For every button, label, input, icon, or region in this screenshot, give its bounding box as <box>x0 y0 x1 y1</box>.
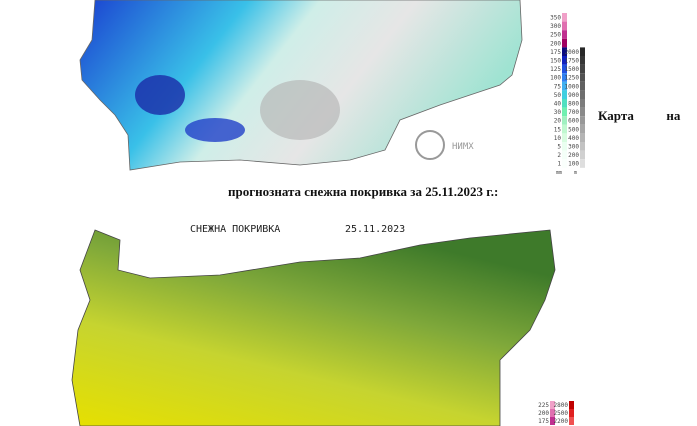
legend-label: 50 <box>554 92 562 99</box>
legend-swatch <box>580 116 585 125</box>
legend-label: 15 <box>554 126 562 133</box>
mountain-area <box>260 80 340 140</box>
legend-label: 500 <box>568 126 579 133</box>
legend-label: 40 <box>554 101 562 108</box>
legend-unit: m <box>574 170 577 176</box>
legend-swatch <box>562 124 567 134</box>
legend-label: 350 <box>550 15 561 22</box>
legend-label: 200 <box>550 40 561 47</box>
legend-label: 200 <box>568 152 579 159</box>
legend-swatch <box>580 150 585 160</box>
legend-swatch <box>580 124 585 134</box>
legend-swatch <box>550 409 555 417</box>
legend-swatch <box>550 417 555 425</box>
legend-swatch <box>580 47 585 56</box>
legend-swatch <box>569 401 574 409</box>
legend-swatch <box>562 13 567 22</box>
legend-swatch <box>580 142 585 151</box>
legend-label: 5 <box>557 144 561 151</box>
legend-swatch <box>580 90 585 99</box>
legend-swatch <box>580 56 585 65</box>
heavy-area <box>135 75 185 115</box>
legend-swatch <box>562 30 567 39</box>
legend-swatch <box>562 150 567 160</box>
legend-label: 2000 <box>565 49 580 56</box>
heavy-area <box>185 118 245 142</box>
legend-label: 2500 <box>554 410 569 417</box>
legend-label: 600 <box>568 118 579 125</box>
legend-swatch <box>562 107 567 117</box>
legend-swatch <box>580 99 585 108</box>
legend-label: 700 <box>568 109 579 116</box>
legend-label: 150 <box>550 58 561 65</box>
legend-label: 300 <box>568 144 579 151</box>
legend-swatch <box>580 159 585 168</box>
map-date: 25.11.2023 <box>345 224 405 235</box>
legend-label: 125 <box>550 66 561 73</box>
legend-label: 250 <box>550 32 561 39</box>
legend-swatch <box>580 81 585 91</box>
legend-label: 2200 <box>554 418 569 425</box>
logo-text: НИМХ <box>452 142 474 152</box>
legend-swatch <box>580 64 585 74</box>
legend-swatch <box>569 417 574 425</box>
legend-swatch <box>562 116 567 125</box>
legend-label: 100 <box>550 75 561 82</box>
legend-label: 1 <box>557 161 561 168</box>
legend-label: 800 <box>568 101 579 108</box>
legend-swatch <box>562 142 567 151</box>
legend-swatch <box>562 38 567 48</box>
legend-swatch <box>562 81 567 91</box>
legend-label: 200 <box>538 410 549 417</box>
legend-unit: mm <box>556 170 562 176</box>
legend-label: 300 <box>550 23 561 30</box>
legend-label: 30 <box>554 109 562 116</box>
legend-label: 1250 <box>565 75 580 82</box>
legend-swatch <box>580 133 585 142</box>
legend-label: 225 <box>538 402 549 409</box>
legend-swatch <box>569 409 574 417</box>
snow-map <box>71 229 556 426</box>
logo <box>415 130 445 160</box>
legend: 3503002502001751501251007550403020151052… <box>550 13 585 176</box>
legend-swatch <box>562 47 567 56</box>
legend-swatch <box>562 99 567 108</box>
legend-swatch <box>580 107 585 117</box>
legend: 225 2800 200 2500 175 2200 <box>538 401 574 425</box>
legend-swatch <box>562 21 567 31</box>
legend-label: 175 <box>550 49 561 56</box>
legend-label: 2 <box>557 152 561 159</box>
caption: прогнозната снежна покривка за 25.11.202… <box>228 184 499 199</box>
legend-label: 75 <box>554 83 562 90</box>
legend-swatch <box>562 56 567 65</box>
legend-label: 2800 <box>554 402 569 409</box>
legend-swatch <box>562 73 567 82</box>
legend-label: 1000 <box>565 83 580 90</box>
legend-label: 10 <box>554 135 562 142</box>
legend-swatch <box>562 90 567 99</box>
legend-swatch <box>580 73 585 82</box>
map-title: СНЕЖНА ПОКРИВКА <box>190 224 280 235</box>
legend-label: 20 <box>554 118 562 125</box>
legend-label: 1750 <box>565 58 580 65</box>
legend-swatch <box>562 133 567 142</box>
legend-swatch <box>550 401 555 409</box>
legend-swatch <box>562 159 567 168</box>
caption: Карта на <box>598 108 681 123</box>
legend-label: 400 <box>568 135 579 142</box>
legend-label: 100 <box>568 161 579 168</box>
legend-label: 1500 <box>565 66 580 73</box>
legend-label: 900 <box>568 92 579 99</box>
legend-swatch <box>562 64 567 74</box>
legend-label: 175 <box>538 418 549 425</box>
